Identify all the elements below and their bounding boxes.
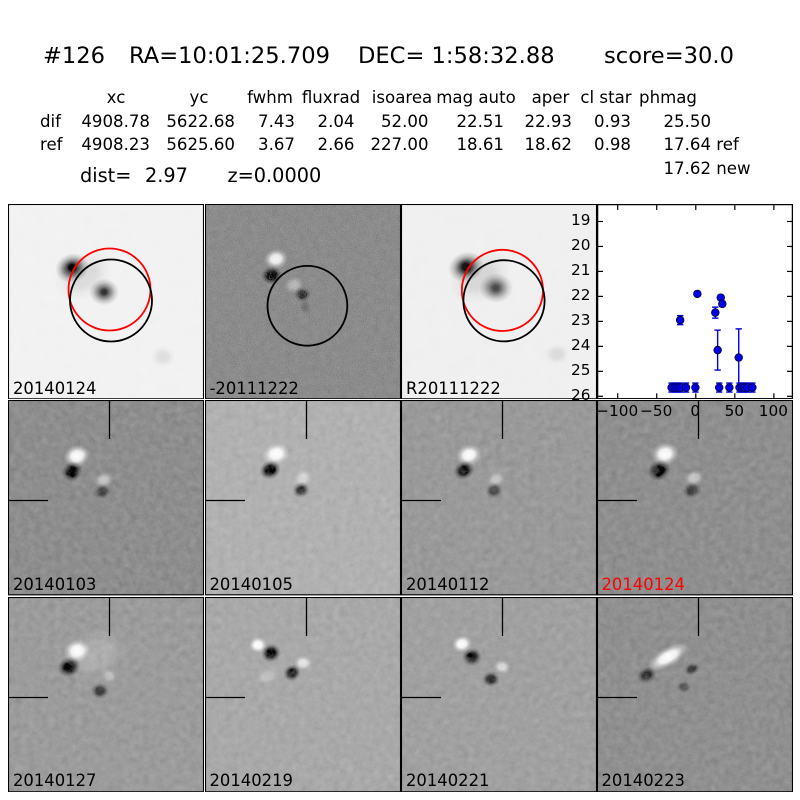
col-header-cl-star: cl star <box>580 88 632 107</box>
cell-ref-isoarea: 227.00 <box>370 135 429 155</box>
cell-dif-aper: 22.93 <box>524 111 572 131</box>
stamp-date-label: 20140124 <box>601 575 685 595</box>
redshift-value: z=0.0000 <box>227 164 322 187</box>
cell-dif-fluxrad: 2.04 <box>317 111 355 131</box>
cell-ref-phmag: 17.64 ref <box>663 135 739 155</box>
xtick-label: 0 <box>690 402 701 421</box>
col-header-phmag: phmag <box>639 88 697 107</box>
dist-value: 2.97 <box>145 164 188 187</box>
cell-dif-fwhm: 7.43 <box>258 111 295 131</box>
col-header-yc: yc <box>189 88 209 107</box>
ytick-label: 25 <box>571 361 591 380</box>
cell-dif-mag-auto: 22.51 <box>456 111 504 131</box>
ytick-label: 20 <box>571 236 591 255</box>
xtick-label: −50 <box>640 402 673 421</box>
ytick-label: 26 <box>571 386 591 405</box>
lightcurve-plot <box>596 204 793 400</box>
cell-dif-isoarea: 52.00 <box>380 111 429 131</box>
phmag-new-value: 17.62 new <box>663 158 751 178</box>
stamp-date-label: R20111222 <box>406 378 501 398</box>
stamp-diff-20140221: 20140221 <box>401 596 597 792</box>
stamp-diff-20140103: 20140103 <box>8 400 204 596</box>
stamp-ref-R20111222: R20111222 <box>401 204 597 400</box>
stamp-new-20140124: 20140124 <box>8 204 204 400</box>
stamp-date-label: 20140124 <box>13 378 97 398</box>
stamp-date-label: 20140219 <box>209 771 293 791</box>
candidate-dec: DEC= 1:58:32.88 <box>358 43 555 69</box>
stamp-date-label: 20140127 <box>13 771 97 791</box>
stamp-diff-20140105: 20140105 <box>204 400 401 596</box>
candidate-ra: RA=10:01:25.709 <box>129 43 330 69</box>
cell-ref-cl-star: 0.98 <box>594 135 631 155</box>
stamp-diff-20140112: 20140112 <box>401 400 597 596</box>
ytick-label: 22 <box>571 286 591 305</box>
ytick-label: 21 <box>571 261 591 280</box>
cell-ref-xc: 4908.23 <box>81 135 150 155</box>
stamp-date-label: 20140112 <box>406 575 490 595</box>
candidate-id: #126 <box>43 43 106 69</box>
cell-ref-yc: 5625.60 <box>166 135 235 155</box>
row-label-ref: ref <box>40 135 63 155</box>
col-header-isoarea: isoarea <box>371 88 433 107</box>
stamp-date-label: 20140223 <box>601 771 685 791</box>
cell-dif-phmag: 25.50 <box>663 111 712 131</box>
col-header-mag-auto: mag auto <box>436 88 516 107</box>
cell-dif-yc: 5622.68 <box>166 111 235 131</box>
ytick-label: 23 <box>571 311 591 330</box>
stamp-diff-20140127: 20140127 <box>8 596 204 792</box>
cell-ref-fluxrad: 2.66 <box>317 135 355 155</box>
col-header-xc: xc <box>106 88 126 107</box>
stamp-diff-20140223: 20140223 <box>596 596 793 792</box>
dist-label: dist= <box>80 164 132 187</box>
stamp-date-label: 20140221 <box>406 771 490 791</box>
candidate-score: score=30.0 <box>604 43 734 69</box>
cell-ref-fwhm: 3.67 <box>258 135 295 155</box>
cell-dif-cl-star: 0.93 <box>594 111 631 131</box>
stamp-date-label: 20140105 <box>209 575 293 595</box>
stamp-date-label: 20140103 <box>13 575 97 595</box>
stamp-diff-20140219: 20140219 <box>204 596 401 792</box>
ytick-label: 24 <box>571 336 591 355</box>
stamp-diff--20111222: -20111222 <box>204 204 401 400</box>
xtick-label: 50 <box>724 402 745 421</box>
xtick-label: 100 <box>758 402 788 421</box>
stamp-diff-20140124: 20140124 <box>596 400 793 596</box>
col-header-fwhm: fwhm <box>247 88 293 107</box>
stamp-date-label: -20111222 <box>209 378 299 398</box>
col-header-aper: aper <box>531 88 570 107</box>
col-header-fluxrad: fluxrad <box>301 88 361 107</box>
ytick-label: 19 <box>571 211 591 230</box>
xtick-label: −100 <box>596 402 639 421</box>
row-label-dif: dif <box>40 111 61 131</box>
cell-ref-mag-auto: 18.61 <box>456 135 504 155</box>
cell-ref-aper: 18.62 <box>524 135 572 155</box>
cell-dif-xc: 4908.78 <box>81 111 150 131</box>
